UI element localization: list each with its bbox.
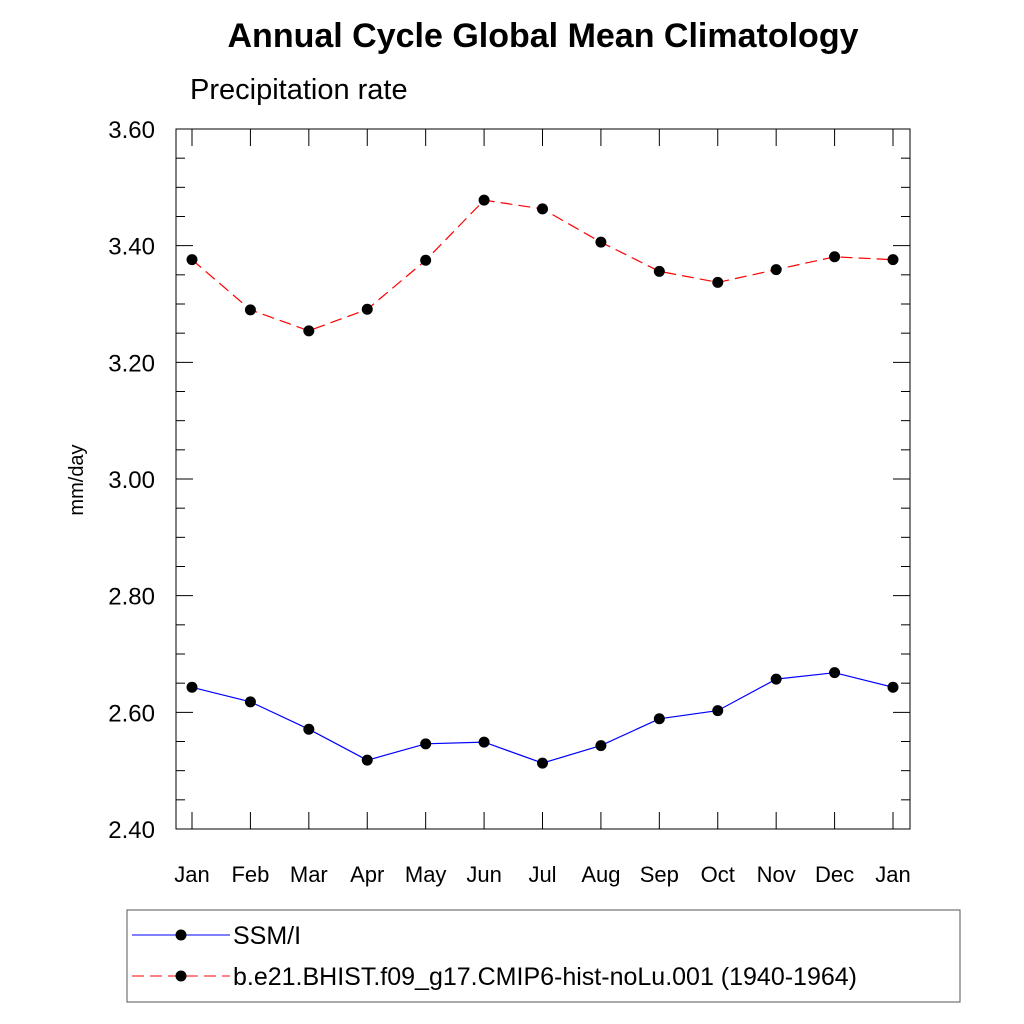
x-tick-label: Mar: [290, 862, 328, 887]
data-point: [244, 304, 256, 316]
x-tick-label: Jan: [875, 862, 910, 887]
y-tick-label: 2.80: [108, 584, 155, 611]
data-point: [595, 740, 607, 752]
y-tick-label: 3.00: [108, 467, 155, 494]
x-tick-label: Nov: [757, 862, 796, 887]
x-tick-label: Feb: [231, 862, 269, 887]
data-point: [420, 738, 432, 750]
data-point: [303, 723, 315, 735]
data-point: [303, 325, 315, 337]
x-tick-label: Apr: [350, 862, 384, 887]
legend-box: [126, 909, 961, 1003]
y-axis-label: mm/day: [66, 444, 88, 515]
legend: SSM/I b.e21.BHIST.f09_g17.CMIP6-hist-noL…: [126, 909, 961, 1003]
y-tick-label: 2.40: [108, 817, 155, 844]
data-point: [420, 254, 432, 266]
x-tick-label: Jun: [466, 862, 501, 887]
data-point: [829, 251, 841, 263]
x-tick-label: Jan: [174, 862, 209, 887]
y-tick-label: 3.20: [108, 350, 155, 377]
legend-marker-model: [175, 970, 187, 982]
data-point: [770, 264, 782, 276]
data-point: [770, 673, 782, 685]
series-markers: [186, 194, 899, 769]
legend-label-model: b.e21.BHIST.f09_g17.CMIP6-hist-noLu.001 …: [233, 963, 857, 991]
chart-title: Annual Cycle Global Mean Climatology: [228, 17, 859, 55]
data-point: [653, 713, 665, 725]
data-point: [186, 254, 198, 266]
data-point: [361, 754, 373, 766]
data-point: [244, 696, 256, 708]
y-axis-ticks: 2.40 2.60 2.80 3.00 3.20 3.40 3.60: [108, 117, 910, 844]
data-point: [186, 681, 198, 693]
x-tick-label: Jul: [528, 862, 556, 887]
x-tick-label: Dec: [815, 862, 854, 887]
legend-label-ssmi: SSM/I: [233, 922, 301, 950]
data-point: [887, 254, 899, 266]
data-point: [478, 736, 490, 748]
x-tick-label: Sep: [640, 862, 679, 887]
chart-subtitle: Precipitation rate: [190, 74, 408, 106]
data-point: [712, 705, 724, 717]
x-axis-ticks: Jan Feb Mar Apr May Jun Jul Aug Sep Oct Nov Dec Jan: [174, 129, 911, 887]
y-tick-label: 2.60: [108, 700, 155, 727]
data-point: [653, 265, 665, 277]
y-tick-label: 3.60: [108, 117, 155, 144]
y-tick-label: 3.40: [108, 234, 155, 261]
data-point: [537, 203, 548, 215]
data-point: [829, 667, 841, 679]
data-point: [537, 757, 548, 769]
series-line-0: [191, 672, 894, 764]
data-point: [361, 303, 373, 315]
plot-area-frame: [175, 128, 911, 830]
data-point: [887, 681, 899, 693]
data-point: [595, 236, 607, 248]
series-line-1: [191, 199, 894, 332]
x-tick-label: May: [405, 862, 447, 887]
x-tick-label: Oct: [701, 862, 735, 887]
series-lines: [191, 199, 894, 764]
legend-marker-ssmi: [175, 929, 187, 941]
x-tick-label: Aug: [581, 862, 620, 887]
data-point: [712, 276, 724, 288]
data-point: [478, 194, 490, 206]
